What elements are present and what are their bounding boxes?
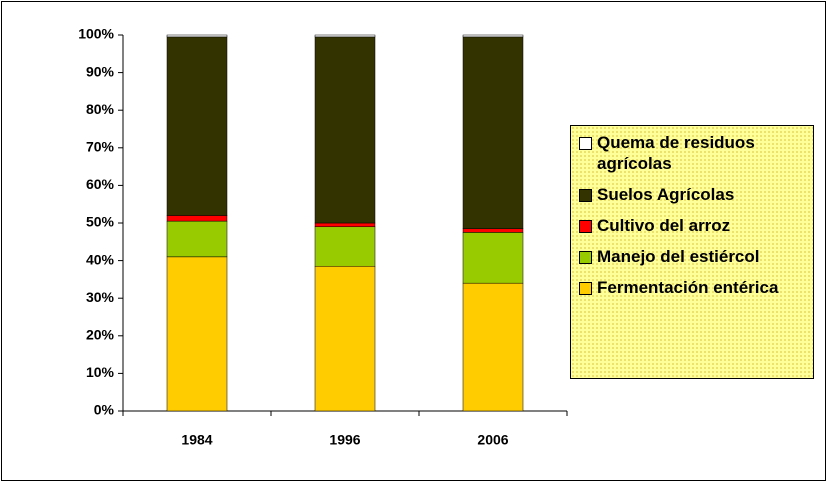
bar-segment [462, 34, 524, 38]
bar-segment [314, 226, 376, 267]
legend-item: Manejo del estiércol [579, 246, 813, 267]
y-tick-label: 80% [86, 101, 115, 117]
y-tick-label: 30% [86, 289, 115, 305]
legend-label: Quema de residuos agrícolas [597, 133, 755, 173]
legend-label: Suelos Agrícolas [597, 185, 735, 204]
legend-label: Cultivo del arroz [597, 216, 731, 235]
y-tick-label: 40% [86, 251, 115, 267]
legend-item: Suelos Agrícolas [579, 184, 813, 205]
x-tick-label: 1984 [181, 432, 212, 448]
x-tick-label: 2006 [477, 432, 508, 448]
legend-swatch [579, 189, 592, 202]
legend-item: Fermentación entérica [579, 277, 813, 298]
y-tick-label: 100% [78, 26, 114, 42]
bar-segment [462, 36, 524, 229]
bar-segment [462, 232, 524, 284]
x-tick-label: 1996 [329, 432, 360, 448]
y-tick-label: 10% [86, 364, 115, 380]
bar-segment [314, 36, 376, 224]
bar-segment [166, 256, 228, 412]
bar-segment [314, 265, 376, 412]
bar-segment [462, 228, 524, 233]
y-tick-label: 50% [86, 214, 115, 230]
y-tick-label: 60% [86, 176, 115, 192]
legend-swatch [579, 282, 592, 295]
bar-segment [314, 222, 376, 228]
bar-segment [166, 220, 228, 258]
y-tick-label: 70% [86, 139, 115, 155]
y-tick-label: 0% [94, 402, 115, 418]
legend-label: Fermentación entérica [597, 278, 779, 297]
legend: Quema de residuos agrícolas Suelos Agríco… [570, 125, 814, 379]
bar-segment [314, 34, 376, 38]
legend-swatch [579, 137, 592, 150]
y-tick-label: 20% [86, 327, 115, 343]
bar-segment [462, 282, 524, 412]
legend-item: Quema de residuos agrícolas [579, 132, 813, 174]
bar-segment [166, 34, 228, 38]
legend-swatch [579, 251, 592, 264]
legend-item: Cultivo del arroz [579, 215, 813, 236]
y-tick-label: 90% [86, 63, 115, 79]
legend-swatch [579, 220, 592, 233]
bar-segment [166, 36, 228, 216]
legend-label: Manejo del estiércol [597, 247, 760, 266]
bar-segment [166, 215, 228, 222]
